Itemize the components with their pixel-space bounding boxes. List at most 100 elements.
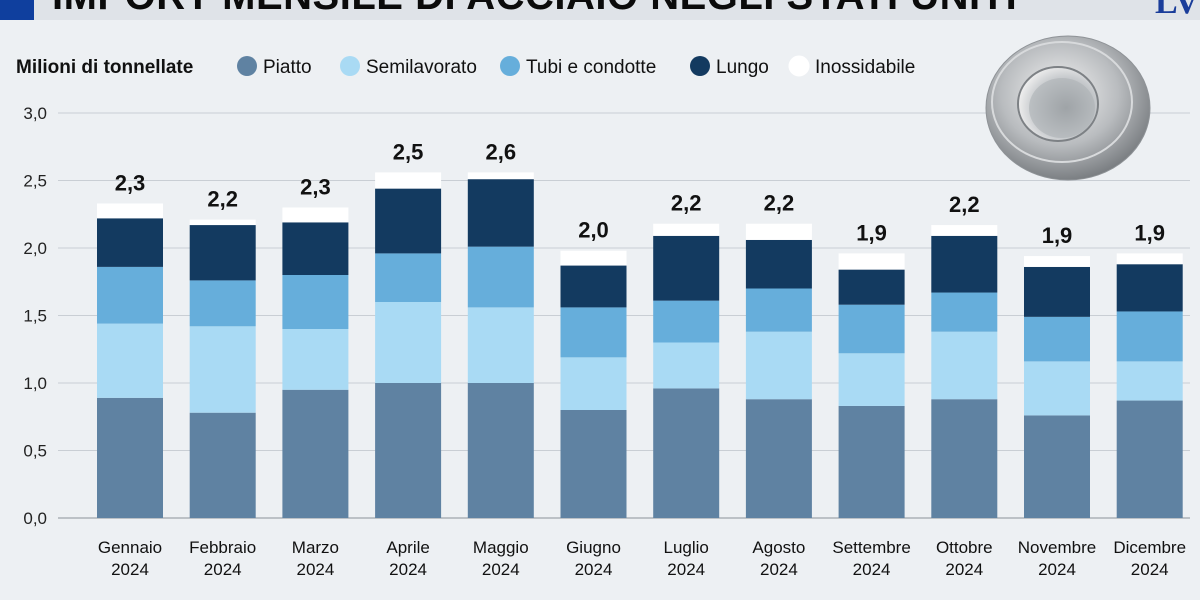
x-tick-label: Maggio 2024 bbox=[473, 538, 529, 579]
bar-stack bbox=[1024, 256, 1090, 518]
bar-stack bbox=[838, 253, 905, 518]
x-tick-label: Luglio 2024 bbox=[664, 538, 709, 579]
bar-segment bbox=[838, 253, 905, 270]
bar-segment bbox=[1024, 361, 1090, 416]
legend-swatch bbox=[788, 55, 810, 77]
x-tick-label: Marzo 2024 bbox=[292, 538, 339, 579]
legend-item: Tubi e condotte bbox=[500, 56, 656, 78]
x-tick-label: Aprile 2024 bbox=[386, 538, 429, 579]
bar-segment bbox=[1024, 266, 1090, 317]
bar-segment bbox=[467, 172, 534, 180]
y-axis-title: Milioni di tonnellate bbox=[16, 57, 193, 78]
x-tick-label: Dicembre 2024 bbox=[1113, 538, 1186, 579]
bar-segment bbox=[97, 266, 163, 324]
bar-segment bbox=[375, 188, 442, 254]
y-tick-label: 0,5 bbox=[23, 442, 47, 461]
bar-segment bbox=[838, 405, 905, 518]
x-tick-label: Febbraio 2024 bbox=[189, 538, 256, 579]
bar-stack bbox=[560, 250, 627, 518]
bar-segment bbox=[931, 399, 998, 518]
legend-item: Semilavorato bbox=[340, 56, 477, 78]
bar-segment bbox=[931, 225, 998, 236]
bar-segment bbox=[1024, 316, 1090, 362]
legend-label: Tubi e condotte bbox=[526, 57, 656, 78]
legend-swatch bbox=[690, 56, 710, 76]
bar-segment bbox=[745, 223, 812, 240]
bar-segment bbox=[97, 323, 163, 398]
publisher-logo: LV bbox=[1155, 0, 1200, 20]
y-axis-ticks: 0,0 0,5 1,0 1,5 2,0 2,5 3,0 bbox=[23, 104, 47, 528]
bar-segment bbox=[467, 179, 534, 247]
bar-segment bbox=[375, 383, 442, 518]
x-tick-label: Settembre 2024 bbox=[832, 538, 910, 579]
bar-total-label: 2,2 bbox=[949, 192, 980, 217]
bar-total-label: 1,9 bbox=[1134, 220, 1165, 245]
x-tick-label: Agosto 2024 bbox=[752, 538, 805, 579]
chart-title: IMPORT MENSILE DI ACCIAIO NEGLI STATI UN… bbox=[52, 0, 1017, 19]
bar-segment bbox=[745, 288, 812, 332]
bar-segment bbox=[189, 412, 256, 518]
y-tick-label: 1,0 bbox=[23, 374, 47, 393]
bar-segment bbox=[467, 246, 534, 308]
chart-area: 0,0 0,5 1,0 1,5 2,0 2,5 3,0 2,3 2,2 2,3 2,5 2,6 2,0… bbox=[0, 20, 1200, 600]
bar-segment bbox=[189, 280, 256, 327]
legend-swatch bbox=[237, 56, 257, 76]
bar-segment bbox=[1116, 253, 1183, 265]
bar-segment bbox=[931, 292, 998, 332]
x-tick-label: Giugno 2024 bbox=[566, 538, 621, 579]
y-tick-label: 3,0 bbox=[23, 104, 47, 123]
bar-segment bbox=[1116, 361, 1183, 401]
bar-segment bbox=[653, 223, 720, 236]
bar-segment bbox=[931, 331, 998, 400]
bar-total-label: 1,9 bbox=[856, 220, 887, 245]
x-axis-labels: Gennaio 2024 Febbraio 2024 Marzo 2024 Aprile 20… bbox=[98, 538, 1186, 579]
bar-stack bbox=[97, 203, 163, 518]
bar-total-label: 2,0 bbox=[578, 218, 609, 243]
bar-segment bbox=[1116, 400, 1183, 518]
bar-segment bbox=[282, 275, 349, 329]
legend-label: Inossidabile bbox=[815, 57, 915, 78]
bars bbox=[97, 172, 1183, 518]
bar-total-label: 2,6 bbox=[486, 139, 517, 164]
bar-segment bbox=[375, 302, 442, 383]
stacked-bar-chart: 0,0 0,5 1,0 1,5 2,0 2,5 3,0 2,3 2,2 2,3 2,5 2,6 2,0… bbox=[16, 35, 1190, 579]
bar-segment bbox=[1024, 415, 1090, 518]
bar-stack bbox=[931, 225, 998, 518]
bar-segment bbox=[282, 222, 349, 275]
title-accent bbox=[0, 0, 34, 20]
bar-segment bbox=[745, 399, 812, 518]
bar-stack bbox=[189, 219, 256, 518]
legend-item: Lungo bbox=[690, 56, 769, 78]
legend-label: Piatto bbox=[263, 57, 312, 78]
legend-swatch bbox=[340, 56, 360, 76]
steel-coil-image bbox=[985, 35, 1151, 181]
bar-segment bbox=[97, 397, 163, 518]
bar-segment bbox=[838, 304, 905, 354]
x-tick-label: Ottobre 2024 bbox=[936, 538, 993, 579]
bar-segment bbox=[653, 235, 720, 301]
bar-total-label: 2,3 bbox=[300, 175, 331, 200]
bar-total-label: 2,3 bbox=[115, 170, 146, 195]
bar-segment bbox=[838, 353, 905, 406]
bar-segment bbox=[282, 329, 349, 390]
bar-segment bbox=[560, 265, 627, 308]
bar-segment bbox=[282, 207, 349, 223]
legend-label: Semilavorato bbox=[366, 57, 477, 78]
bar-total-label: 2,2 bbox=[671, 191, 702, 216]
bar-segment bbox=[282, 389, 349, 518]
bar-total-label: 2,2 bbox=[764, 191, 795, 216]
bar-segment bbox=[375, 253, 442, 302]
bar-segment bbox=[375, 172, 442, 189]
bar-segment bbox=[1024, 256, 1090, 267]
bar-segment bbox=[1116, 264, 1183, 312]
bar-segment bbox=[189, 326, 256, 413]
bar-segment bbox=[838, 269, 905, 305]
bar-segment bbox=[1116, 311, 1183, 362]
y-tick-label: 2,0 bbox=[23, 239, 47, 258]
y-tick-label: 1,5 bbox=[23, 307, 47, 326]
bar-segment bbox=[653, 300, 720, 343]
bar-segment bbox=[931, 235, 998, 293]
bar-stack bbox=[745, 223, 812, 518]
x-tick-label: Novembre 2024 bbox=[1018, 538, 1096, 579]
bar-segment bbox=[467, 307, 534, 383]
